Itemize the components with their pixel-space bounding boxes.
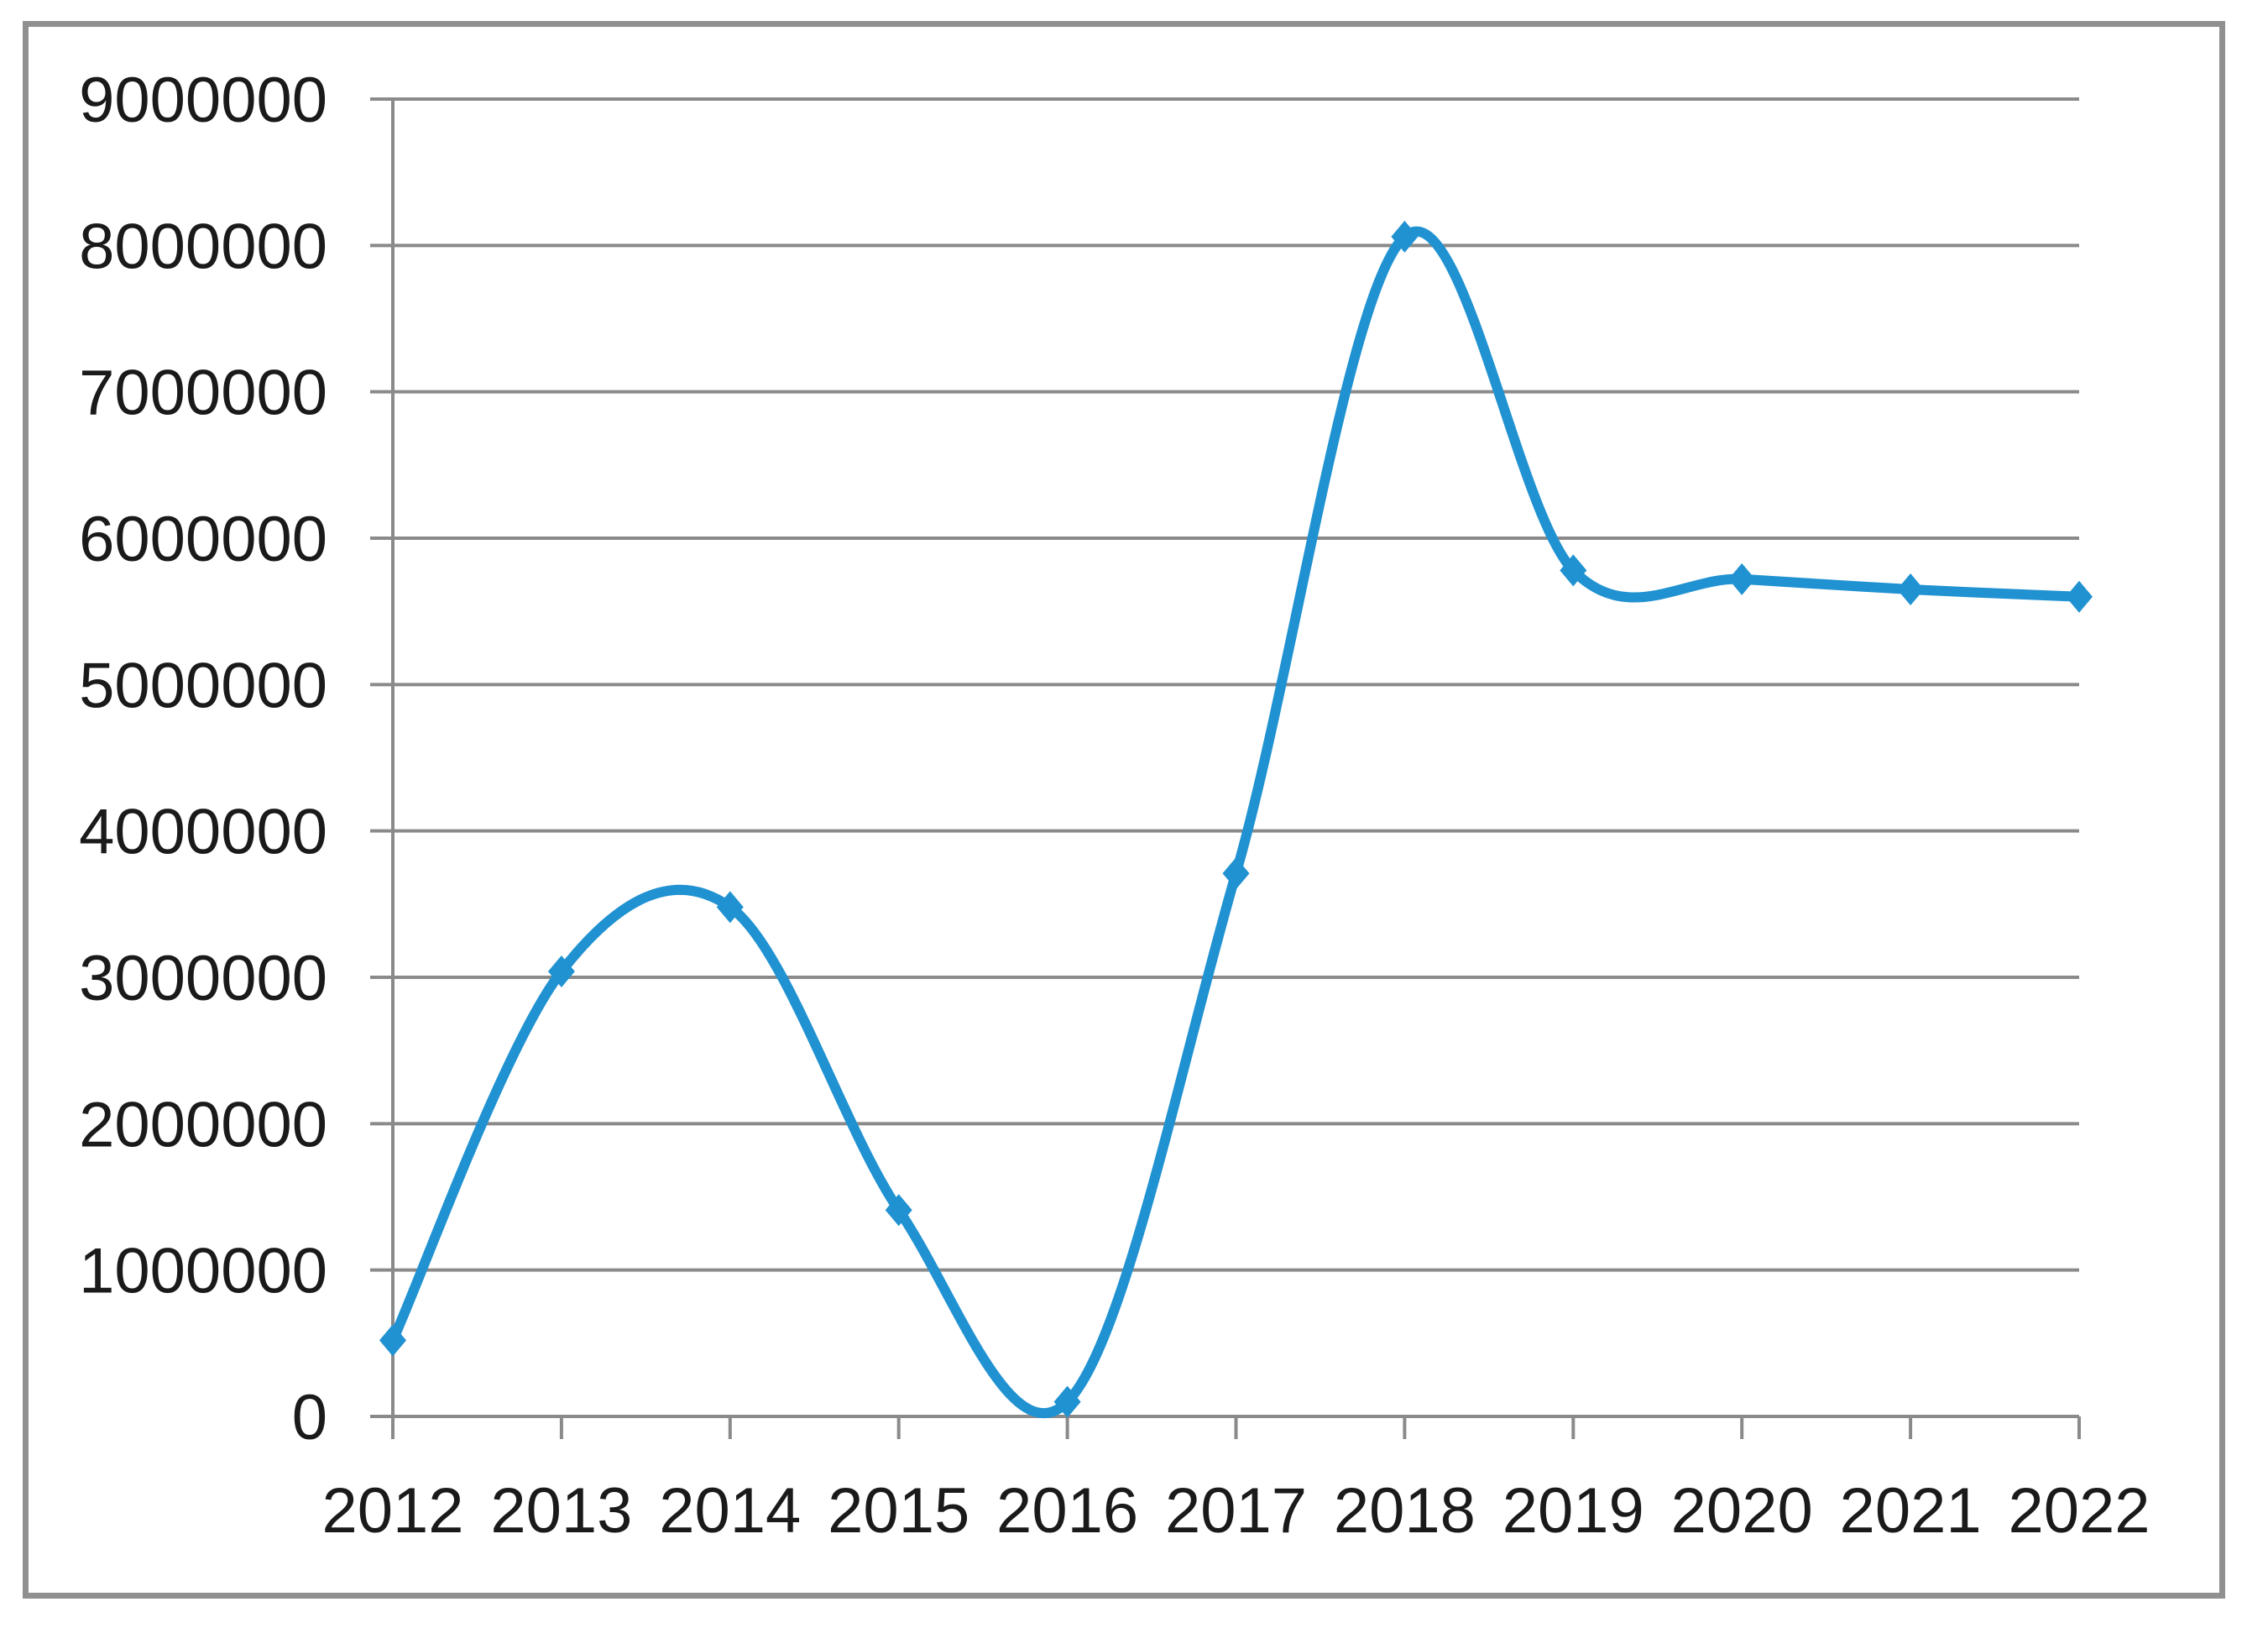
y-axis-tick-label: 4000000 — [79, 797, 327, 868]
data-point-2018 — [1391, 220, 1419, 253]
data-point-2015 — [885, 1194, 912, 1227]
y-axis-tick-label: 9000000 — [79, 65, 327, 136]
y-axis-tick-label: 0 — [292, 1382, 327, 1453]
x-axis-tick-label-2012: 2012 — [321, 1475, 463, 1547]
x-axis-tick-label-2021: 2021 — [1840, 1475, 1982, 1547]
y-axis-tick-label: 8000000 — [79, 211, 327, 282]
data-point-2016 — [1053, 1385, 1081, 1418]
y-axis-tick-label: 2000000 — [79, 1089, 327, 1160]
x-axis-tick-label-2019: 2019 — [1502, 1475, 1644, 1547]
data-point-2020 — [1728, 563, 1756, 595]
data-point-2017 — [1222, 857, 1250, 890]
x-axis-tick-label-2013: 2013 — [490, 1475, 632, 1547]
x-axis-tick-label-2018: 2018 — [1334, 1475, 1476, 1547]
x-axis-tick-label-2020: 2020 — [1671, 1475, 1813, 1547]
series-line — [388, 226, 2084, 1419]
chart-frame-border — [23, 21, 2225, 1599]
x-axis-tick-label-2015: 2015 — [828, 1475, 969, 1547]
data-point-2019 — [1560, 554, 1587, 587]
y-axis-tick-label: 1000000 — [79, 1236, 327, 1307]
x-axis-tick-label-2017: 2017 — [1165, 1475, 1307, 1547]
y-axis-tick-label: 5000000 — [79, 650, 327, 721]
data-point-2012 — [379, 1324, 406, 1357]
data-point-2021 — [1897, 573, 1925, 606]
data-point-2013 — [547, 955, 575, 988]
y-axis-tick-label: 3000000 — [79, 943, 327, 1014]
x-axis-tick-label-2016: 2016 — [996, 1475, 1138, 1547]
y-axis-tick-label: 7000000 — [79, 358, 327, 429]
x-axis-tick-label-2014: 2014 — [659, 1475, 801, 1547]
data-point-2022 — [2066, 580, 2093, 613]
y-axis-tick-label: 6000000 — [79, 504, 327, 575]
x-axis-tick-label-2022: 2022 — [2008, 1475, 2150, 1547]
data-point-2014 — [716, 891, 744, 924]
